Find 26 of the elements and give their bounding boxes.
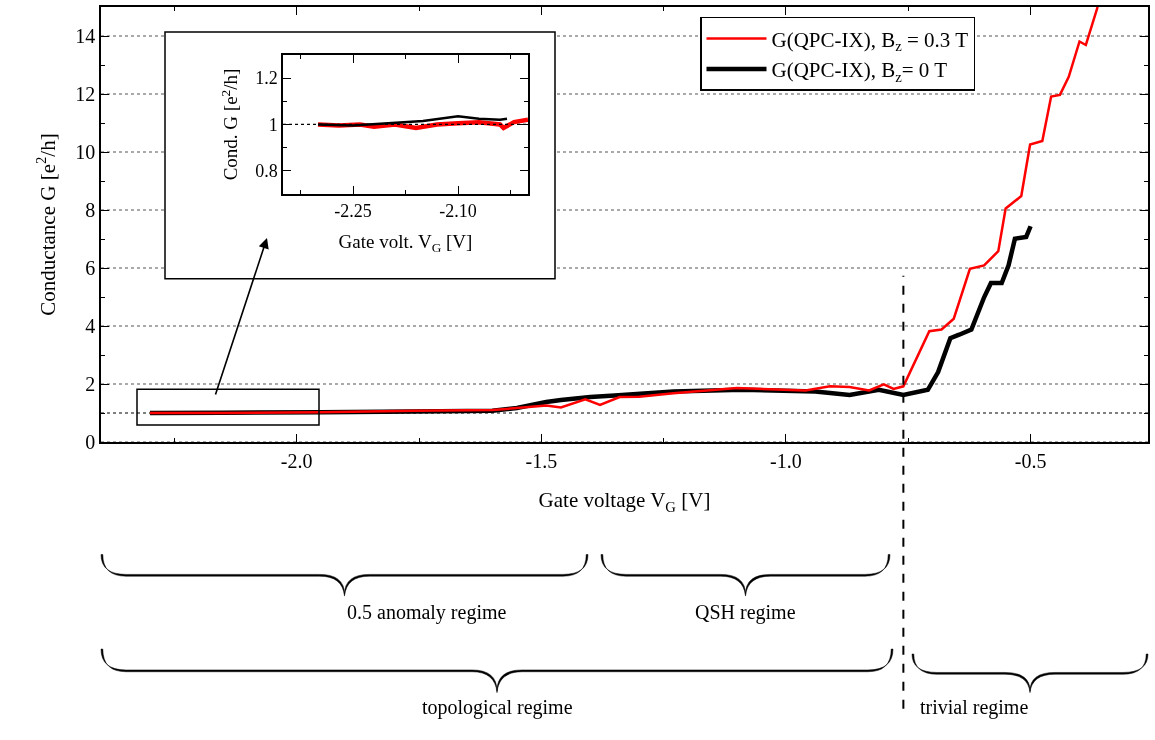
y-tick-label: 0 xyxy=(85,431,96,453)
y-tick-label: 0.8 xyxy=(255,161,278,182)
legend-label: G(QPC-IX), B$_{z}$= 0 T xyxy=(771,58,948,85)
text: QSH regime xyxy=(695,601,796,624)
y-tick-label: 14 xyxy=(75,25,96,47)
x-tick-label: -2.10 xyxy=(439,201,477,222)
x-tick-label: -1.5 xyxy=(525,449,558,472)
x-tick-label: -0.5 xyxy=(1014,449,1047,472)
x-tick-label: -2.25 xyxy=(334,201,372,222)
text: trivial regime xyxy=(920,696,1029,719)
y-tick-label: 4 xyxy=(85,315,96,337)
y-tick-label: 8 xyxy=(85,199,96,221)
line-series xyxy=(148,7,1099,415)
x-tick-label: -2.0 xyxy=(280,449,313,472)
y-tick-label: 12 xyxy=(75,83,96,105)
text: topological regime xyxy=(422,696,573,719)
x-axis-title: Gate voltage V$_{G}$ [V] xyxy=(538,488,711,515)
text: 0.5 anomaly regime xyxy=(347,601,507,624)
legend-label: G(QPC-IX), B$_{z}$ = 0.3 T xyxy=(771,27,969,55)
x-tick-label: -1.0 xyxy=(770,449,802,472)
y-tick-label: 6 xyxy=(85,257,96,279)
y-tick-label: 10 xyxy=(75,141,96,163)
y-tick-label: 2 xyxy=(85,373,96,395)
x-axis-title: Gate volt. V$_{G}$ [V] xyxy=(338,230,473,255)
y-tick-label: 1 xyxy=(268,114,278,135)
y-tick-label: 1.2 xyxy=(255,68,278,89)
